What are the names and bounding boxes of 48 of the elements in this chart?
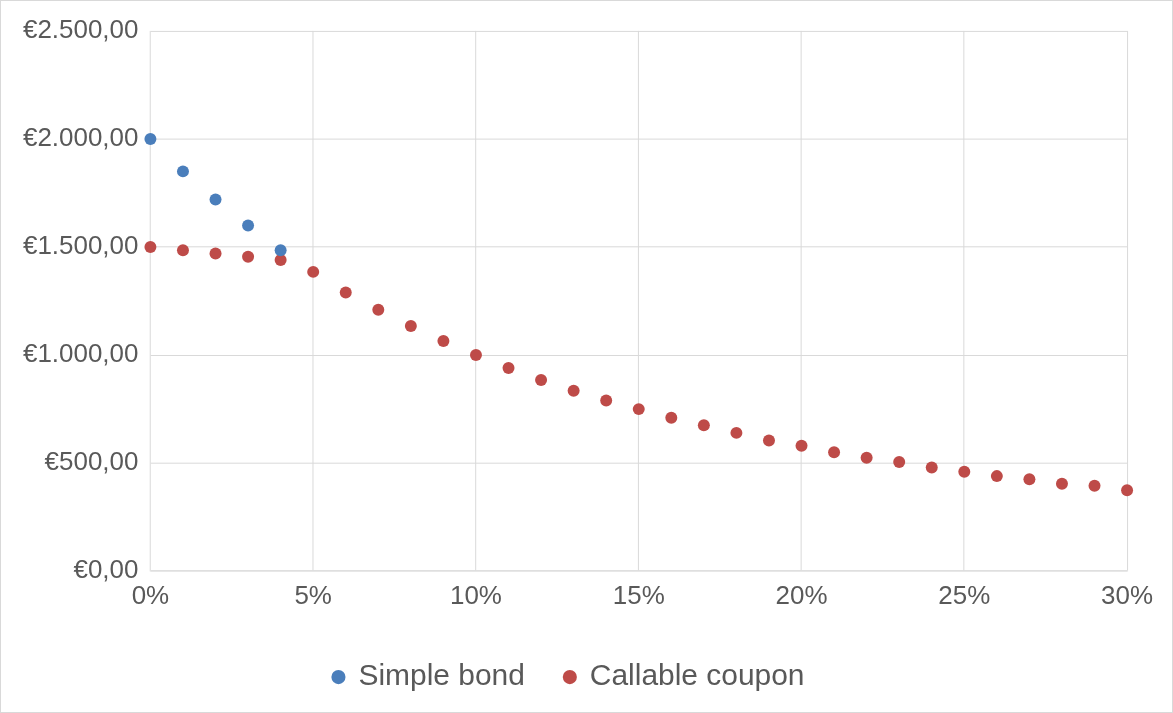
point xyxy=(274,244,287,257)
point xyxy=(795,439,808,452)
y-tick-label: €1.000,00 xyxy=(22,339,139,368)
point xyxy=(958,465,971,478)
legend-label: Simple bond xyxy=(358,658,525,692)
point xyxy=(502,362,515,375)
x-tick-label: 10% xyxy=(449,580,502,609)
point xyxy=(176,244,189,257)
y-tick-label: €1.500,00 xyxy=(22,231,139,260)
legend-label: Callable coupon xyxy=(589,658,805,692)
point xyxy=(600,394,613,407)
point xyxy=(176,165,189,178)
x-tick-label: 25% xyxy=(938,580,991,609)
x-tick-label: 20% xyxy=(775,580,828,609)
point xyxy=(1121,484,1134,497)
point xyxy=(697,419,710,432)
point xyxy=(404,319,417,332)
point xyxy=(209,193,222,206)
point xyxy=(1055,477,1068,490)
x-tick-label: 5% xyxy=(294,580,332,609)
point xyxy=(307,265,320,278)
point xyxy=(730,426,743,439)
y-tick-label: €2.000,00 xyxy=(22,123,139,152)
point xyxy=(437,335,450,348)
point xyxy=(1023,473,1036,486)
point xyxy=(893,456,906,469)
point xyxy=(242,219,255,232)
point xyxy=(762,434,775,447)
point xyxy=(144,241,157,254)
point xyxy=(209,247,222,260)
point xyxy=(144,132,157,145)
point xyxy=(1088,479,1101,492)
x-tick-label: 15% xyxy=(612,580,665,609)
point xyxy=(860,451,873,464)
y-tick-label: €2.500,00 xyxy=(22,15,139,44)
y-tick-label: €500,00 xyxy=(44,447,139,476)
point xyxy=(828,446,841,459)
point xyxy=(990,470,1003,483)
point xyxy=(469,349,482,362)
point xyxy=(339,286,352,299)
point xyxy=(535,373,548,386)
point xyxy=(632,403,645,416)
point xyxy=(567,384,580,397)
point xyxy=(372,303,385,316)
x-tick-label: 30% xyxy=(1101,580,1154,609)
point xyxy=(665,411,678,424)
point xyxy=(925,461,938,474)
point xyxy=(242,250,255,263)
